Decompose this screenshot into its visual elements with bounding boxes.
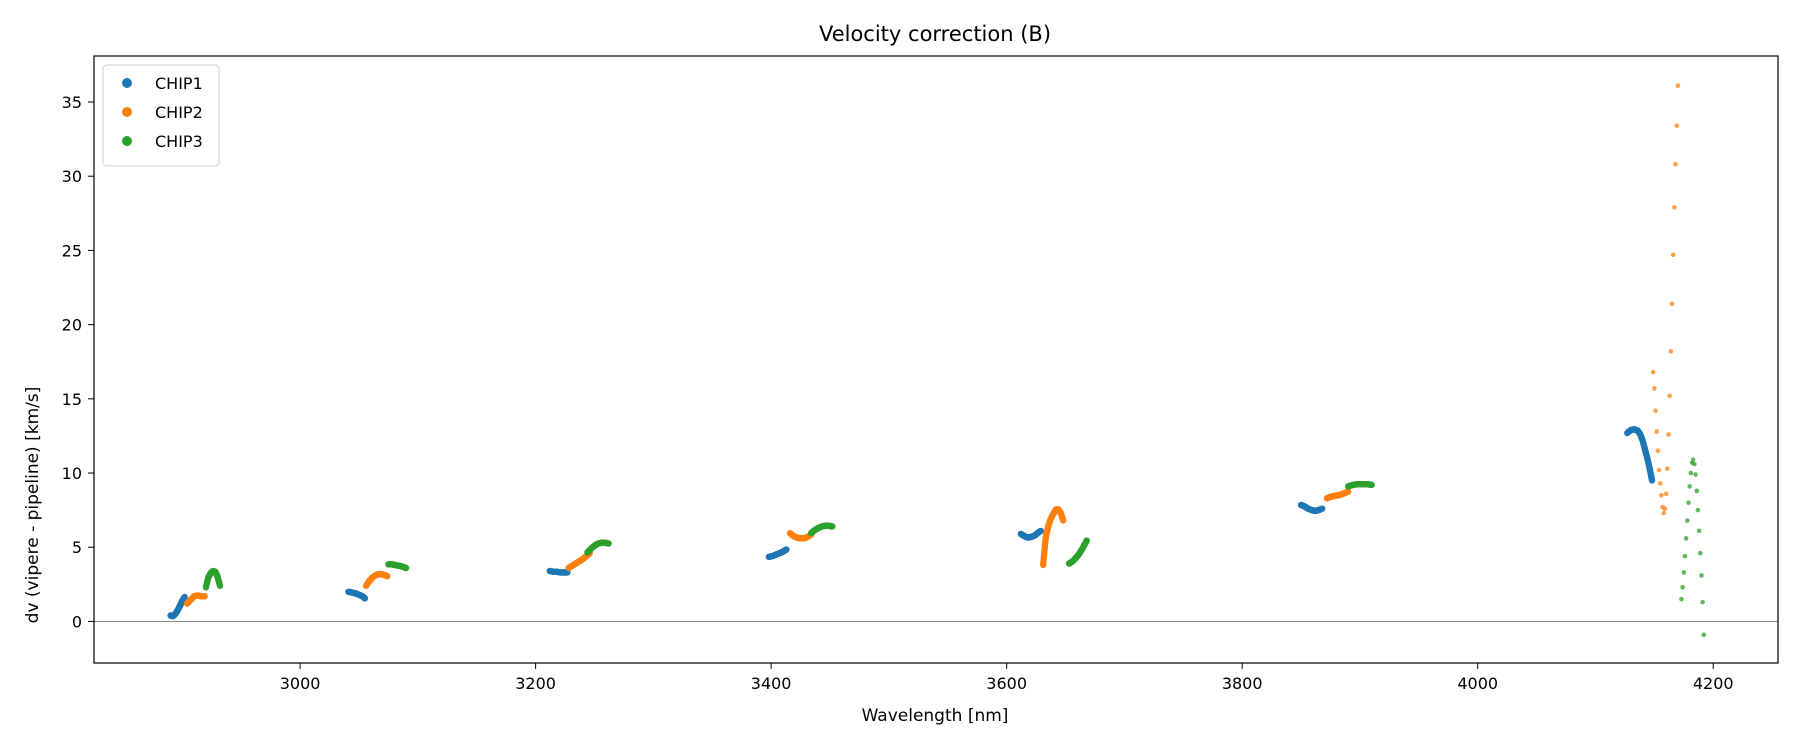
data-point xyxy=(1669,301,1675,307)
series-chip1 xyxy=(167,426,1656,620)
data-point xyxy=(1674,123,1680,129)
x-axis-label: Wavelength [nm] xyxy=(862,706,1009,726)
x-tick-label: 4000 xyxy=(1457,674,1498,693)
x-tick-label: 4200 xyxy=(1693,674,1734,693)
data-point xyxy=(1659,492,1664,498)
y-axis-label: dv (vipere - pipeline) [km/s] xyxy=(23,387,43,624)
y-axis-ticks: 0 5 10 15 20 25 30 35 xyxy=(62,93,94,631)
data-point xyxy=(181,593,188,601)
data-point xyxy=(384,572,391,580)
data-point xyxy=(1667,393,1672,399)
data-point xyxy=(1679,596,1684,602)
data-point xyxy=(201,593,208,600)
data-point xyxy=(1083,537,1090,544)
data-point xyxy=(1694,488,1700,494)
data-point xyxy=(1693,472,1698,477)
data-point xyxy=(1648,477,1656,484)
data-point xyxy=(783,546,790,553)
data-point xyxy=(1650,369,1656,375)
data-point xyxy=(1368,481,1375,489)
x-tick-label: 3400 xyxy=(751,674,792,693)
data-points-layer xyxy=(167,83,1707,638)
data-point xyxy=(1344,488,1352,495)
data-point xyxy=(1680,585,1685,590)
data-point xyxy=(1696,528,1702,534)
data-point xyxy=(1683,536,1689,541)
legend-marker-chip1 xyxy=(122,78,132,88)
x-tick-label: 3000 xyxy=(280,674,321,693)
x-tick-label: 3800 xyxy=(1222,674,1263,693)
legend-label-chip2: CHIP2 xyxy=(155,103,203,122)
data-point xyxy=(1670,252,1676,258)
data-point xyxy=(1666,432,1671,437)
data-point xyxy=(1675,83,1681,88)
data-point xyxy=(1688,470,1694,476)
x-tick-label: 3200 xyxy=(515,674,556,693)
data-point xyxy=(1661,510,1667,516)
y-tick-label: 15 xyxy=(62,390,82,409)
data-point xyxy=(1700,599,1705,605)
legend-label-chip1: CHIP1 xyxy=(155,74,203,93)
data-point xyxy=(216,582,224,590)
y-tick-label: 25 xyxy=(62,241,82,260)
legend-label-chip3: CHIP3 xyxy=(155,132,203,151)
data-point xyxy=(829,523,836,530)
data-point xyxy=(1682,553,1688,559)
data-point xyxy=(1654,429,1660,434)
data-point xyxy=(1672,205,1677,210)
data-point xyxy=(1701,632,1707,638)
data-point xyxy=(1657,481,1663,486)
data-point xyxy=(1681,570,1687,575)
data-point xyxy=(361,595,369,602)
x-axis-ticks: 3000 3200 3400 3600 3800 4000 4200 xyxy=(280,663,1734,693)
y-tick-label: 20 xyxy=(62,316,82,335)
data-point xyxy=(1668,349,1674,354)
series-chip3 xyxy=(202,457,1707,638)
plot-frame xyxy=(93,55,1779,664)
data-point xyxy=(1697,550,1703,556)
data-point xyxy=(1652,386,1657,391)
legend-marker-chip2 xyxy=(122,107,132,117)
legend-marker-chip3 xyxy=(122,136,132,146)
data-point xyxy=(1319,505,1326,512)
data-point xyxy=(1655,448,1661,454)
data-point xyxy=(1692,461,1697,467)
series-chip2 xyxy=(183,83,1681,607)
data-point xyxy=(1699,573,1704,578)
legend: CHIP1 CHIP2 CHIP3 xyxy=(102,64,220,167)
data-point xyxy=(1685,518,1690,523)
chart-title: Velocity correction (B) xyxy=(819,22,1051,46)
data-point xyxy=(1037,527,1045,535)
data-point xyxy=(605,540,612,547)
y-tick-label: 35 xyxy=(62,93,82,112)
data-point xyxy=(1656,467,1662,473)
y-tick-label: 5 xyxy=(72,538,82,557)
data-point xyxy=(1663,491,1669,497)
data-point xyxy=(1662,506,1668,511)
data-point xyxy=(1695,507,1701,513)
data-point xyxy=(1673,162,1678,167)
data-point xyxy=(1686,500,1691,506)
y-tick-label: 10 xyxy=(62,464,82,483)
data-point xyxy=(402,564,410,572)
data-point xyxy=(1653,408,1658,414)
x-tick-label: 3600 xyxy=(986,674,1027,693)
data-point xyxy=(1059,517,1067,524)
legend-box xyxy=(102,64,220,167)
y-tick-label: 30 xyxy=(62,167,82,186)
data-point xyxy=(1687,484,1692,489)
data-point xyxy=(1690,457,1696,462)
data-point xyxy=(1665,466,1670,471)
y-tick-label: 0 xyxy=(72,612,82,631)
